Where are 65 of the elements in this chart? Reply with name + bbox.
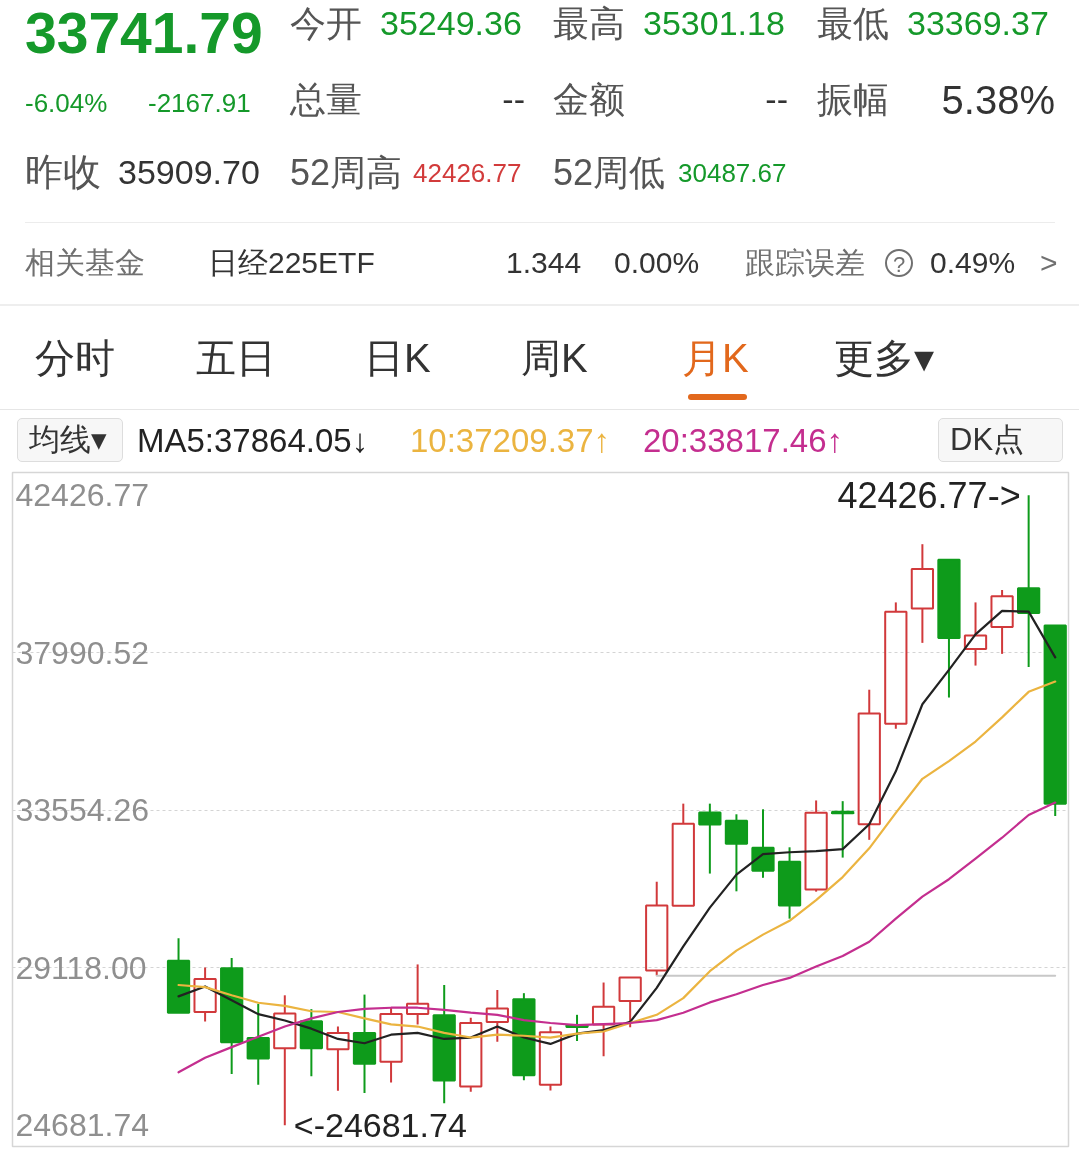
candlestick	[937, 558, 961, 699]
y-tick-label: 42426.77	[15, 477, 149, 514]
text: ?	[885, 249, 913, 277]
candlestick	[963, 601, 988, 667]
text: 42426.77	[413, 158, 522, 189]
text: 金额	[553, 79, 625, 121]
annotation: 42426.77->	[837, 474, 1021, 516]
candlestick	[671, 802, 695, 907]
text: 周K	[521, 335, 588, 381]
text: 0.49%	[930, 245, 1016, 281]
text: 最高	[553, 3, 625, 45]
line-series	[177, 680, 1057, 1039]
candlestick	[857, 688, 881, 841]
text: 相关基金	[25, 245, 145, 281]
text: -6.04%	[25, 88, 108, 119]
candlestick	[485, 988, 509, 1043]
text: 昨收	[25, 151, 101, 195]
line-series	[177, 801, 1057, 1074]
text: 日K	[364, 335, 431, 381]
text: 日经225ETF	[208, 245, 375, 281]
text: 5.38%	[941, 77, 1055, 123]
candlestick	[352, 993, 377, 1094]
text: 今开	[290, 3, 362, 45]
text: 35909.70	[118, 153, 260, 193]
text: 均线▾	[29, 422, 107, 458]
text: 30487.67	[678, 158, 787, 189]
text: 33741.79	[25, 1, 263, 67]
text: 跟踪误差	[745, 245, 865, 281]
candlestick	[432, 984, 456, 1105]
y-tick-label: 33554.26	[15, 792, 149, 829]
text: 0.00%	[614, 245, 700, 281]
candlestick	[166, 937, 191, 1014]
candlestick	[246, 1002, 270, 1086]
text: DK点	[950, 422, 1025, 458]
y-tick-label: 29118.00	[15, 949, 147, 986]
candlestick	[273, 994, 297, 1127]
text: 35249.36	[380, 4, 522, 44]
text: 五日	[196, 335, 276, 381]
text: 52周高	[290, 152, 403, 194]
y-tick-label: 24681.74	[15, 1107, 149, 1144]
text: -2167.91	[148, 88, 251, 119]
candlestick	[724, 813, 749, 893]
text: 振幅	[817, 79, 889, 121]
text: --	[765, 80, 788, 120]
text: --	[502, 80, 525, 120]
text: 10:37209.37↑	[410, 422, 611, 460]
text: 35301.18	[643, 4, 785, 44]
candlestick	[831, 800, 855, 859]
y-tick-label: 37990.52	[15, 634, 149, 671]
text: MA5:37864.05↓	[137, 422, 369, 460]
text: 更多▾	[834, 335, 935, 381]
text: 月K	[682, 335, 749, 381]
candlestick	[618, 976, 642, 1029]
text: >	[1040, 245, 1058, 281]
candlestick	[591, 981, 616, 1058]
candlestick	[910, 543, 935, 644]
text: 最低	[817, 3, 889, 45]
text: 分时	[35, 335, 115, 381]
text: 52周低	[553, 152, 666, 194]
text: 20:33817.46↑	[643, 422, 844, 460]
text: 33369.37	[907, 4, 1049, 44]
text: 总量	[290, 79, 362, 121]
text: 1.344	[506, 245, 582, 281]
annotation: <-24681.74	[293, 1106, 467, 1145]
candlestick	[1017, 494, 1041, 668]
